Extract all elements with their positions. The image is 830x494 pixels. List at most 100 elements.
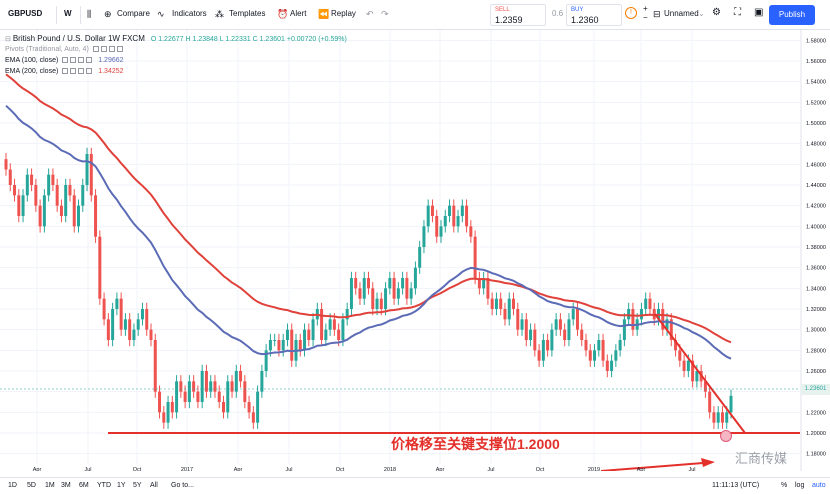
percent-toggle[interactable]: % — [781, 482, 788, 489]
candle-body — [439, 226, 443, 237]
range-all[interactable]: All — [150, 482, 158, 489]
more-icon[interactable] — [116, 46, 123, 53]
log-toggle[interactable]: log — [795, 482, 805, 489]
candle-body — [281, 340, 285, 351]
undo-icon[interactable]: ↶ — [366, 9, 374, 19]
more-icon[interactable] — [86, 68, 93, 75]
time-tick-label: Oct — [336, 467, 345, 471]
fullscreen-icon[interactable]: ⛶ — [734, 7, 741, 18]
compare-button[interactable]: Compare — [117, 9, 150, 18]
candle-body — [362, 278, 366, 299]
time-tick-label: Apr — [436, 467, 445, 471]
price-tick-label: 1.36000 — [806, 266, 826, 272]
candle-body — [230, 381, 234, 392]
goto-button[interactable]: Go to... — [171, 482, 194, 489]
publish-button[interactable]: Publish — [769, 5, 815, 25]
candle-body — [162, 412, 166, 423]
gear-icon[interactable]: ⚙ — [712, 7, 721, 18]
candle-body — [524, 319, 528, 340]
candle-body — [725, 412, 729, 423]
candle-body — [213, 381, 217, 392]
eye-icon[interactable] — [62, 57, 69, 64]
candle-body — [482, 278, 486, 289]
candle-body — [183, 391, 187, 402]
plus-icon[interactable]: + — [643, 4, 648, 13]
ema-100-line — [5, 104, 732, 360]
auto-toggle[interactable]: auto — [812, 482, 826, 489]
candle-body — [320, 309, 324, 340]
camera-icon[interactable]: ▣ — [754, 7, 764, 18]
candle-body — [38, 205, 42, 227]
replay-button[interactable]: Replay — [331, 9, 356, 18]
eye-icon[interactable] — [92, 46, 99, 53]
range-1d[interactable]: 1D — [8, 482, 17, 489]
price-chart[interactable]: 1.58000 1.56000 1.54000 1.52000 1.50000 1.480… — [0, 30, 826, 473]
chevron-down-icon[interactable]: ⌄ — [698, 9, 705, 18]
range-3m[interactable]: 3M — [61, 482, 71, 489]
price-tick-label: 1.52000 — [806, 100, 826, 106]
redo-icon[interactable]: ↷ — [381, 9, 389, 19]
price-tick-label: 1.58000 — [806, 38, 826, 44]
layout-name[interactable]: Unnamed — [664, 9, 699, 18]
time-tick-label: Jul — [688, 467, 695, 471]
symbol-search[interactable]: GBPUSD — [8, 9, 43, 18]
candle-body — [200, 371, 204, 402]
ema200-value: 1.34252 — [98, 68, 124, 75]
alert-button[interactable]: Alert — [290, 9, 307, 18]
candle-body — [384, 288, 388, 309]
settings-icon[interactable] — [100, 46, 107, 53]
range-6m[interactable]: 6M — [79, 482, 89, 489]
candle-body — [158, 391, 162, 413]
templates-button[interactable]: Templates — [229, 9, 266, 18]
candle-body — [8, 169, 12, 185]
candle-body — [349, 278, 353, 309]
legend-title: British Pound / U.S. Dollar 1W FXCM — [12, 34, 145, 43]
info-icon[interactable]: ! — [625, 7, 637, 19]
range-1m[interactable]: 1M — [45, 482, 55, 489]
range-ytd[interactable]: YTD — [97, 482, 111, 489]
candle-body — [512, 298, 515, 309]
candle-body — [358, 288, 362, 299]
candle-body — [614, 350, 618, 361]
range-1y[interactable]: 1Y — [117, 482, 126, 489]
time-axis: Apr Jul Oct 2017 Apr Jul Oct 2018 Apr Jul Oct 2019 A… — [33, 467, 696, 473]
minus-icon[interactable]: − — [643, 13, 648, 22]
candle-body — [712, 412, 716, 423]
candle-body — [691, 360, 695, 382]
settings-icon[interactable] — [70, 68, 77, 75]
settings-icon[interactable] — [70, 57, 77, 64]
candle-body — [499, 298, 503, 309]
close-icon[interactable] — [78, 68, 85, 75]
legend-pivots-row[interactable]: Pivots (Traditional, Auto, 4) — [5, 44, 347, 55]
more-icon[interactable] — [86, 57, 93, 64]
ema100-label: EMA (100, close) — [5, 57, 59, 64]
ohlc-low: L 1.22331 — [219, 36, 251, 43]
legend-collapse-icon[interactable]: ⊟ — [5, 36, 11, 43]
candles-icon[interactable]: ⫼ — [87, 9, 92, 19]
candle-body — [277, 340, 281, 351]
candle-body — [546, 340, 550, 351]
candle-body — [251, 412, 255, 423]
eye-icon[interactable] — [62, 68, 69, 75]
indicators-button[interactable]: Indicators — [172, 9, 207, 18]
alert-icon: ⏰ — [277, 9, 289, 19]
candle-body — [217, 391, 221, 402]
range-5d[interactable]: 5D — [27, 482, 36, 489]
candle-body — [631, 309, 635, 330]
annotation-arrow — [600, 462, 704, 472]
sell-quote[interactable]: SELL 1.2359 — [490, 4, 546, 26]
range-5y[interactable]: 5Y — [133, 482, 142, 489]
time-tick-label: Apr — [234, 467, 243, 471]
legend-ema200-row[interactable]: EMA (200, close) 1.34252 — [5, 66, 347, 77]
candle-body — [140, 309, 144, 320]
layout-icon[interactable]: ⊟ — [653, 9, 661, 19]
close-icon[interactable] — [78, 57, 85, 64]
candle-body — [170, 402, 174, 413]
candle-body — [25, 174, 29, 196]
close-icon[interactable] — [108, 46, 115, 53]
legend-ema100-row[interactable]: EMA (100, close) 1.29662 — [5, 55, 347, 66]
buy-quote[interactable]: BUY 1.2360 — [566, 4, 622, 26]
candle-body — [106, 319, 110, 340]
interval-button[interactable]: W — [64, 9, 72, 18]
candle-body — [222, 402, 225, 413]
